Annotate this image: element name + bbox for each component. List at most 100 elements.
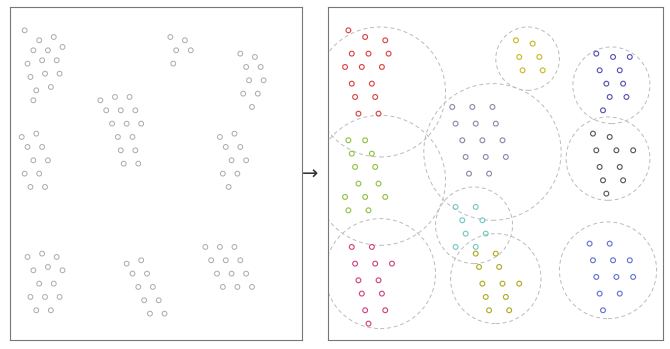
Point: [218, 171, 228, 177]
Point: [380, 38, 391, 43]
Point: [383, 51, 394, 57]
Point: [460, 231, 471, 236]
Point: [37, 144, 48, 150]
Point: [255, 64, 266, 70]
Point: [28, 97, 39, 103]
Point: [34, 171, 44, 177]
Point: [604, 134, 615, 140]
Point: [497, 281, 508, 287]
Point: [628, 274, 639, 280]
Point: [360, 34, 371, 40]
Point: [253, 91, 263, 96]
Point: [130, 107, 141, 113]
Point: [147, 284, 158, 290]
Point: [594, 291, 605, 296]
Point: [588, 258, 598, 263]
Point: [43, 157, 54, 163]
Point: [343, 138, 354, 143]
Point: [171, 47, 182, 53]
Point: [457, 138, 468, 143]
Point: [591, 51, 602, 57]
Point: [19, 28, 30, 33]
Point: [226, 157, 237, 163]
Point: [504, 307, 515, 313]
Point: [168, 61, 179, 66]
Point: [247, 284, 257, 290]
Point: [373, 181, 384, 186]
Point: [25, 184, 36, 190]
Point: [206, 258, 216, 263]
Point: [25, 74, 36, 80]
Point: [57, 267, 68, 273]
Point: [25, 294, 36, 300]
Point: [34, 38, 44, 43]
Point: [22, 61, 33, 66]
Point: [153, 297, 164, 303]
Point: [229, 244, 240, 250]
Point: [115, 148, 126, 153]
Point: [226, 271, 237, 276]
Point: [238, 91, 249, 96]
Point: [373, 111, 384, 117]
Point: [490, 251, 501, 257]
Point: [490, 121, 501, 126]
Point: [494, 264, 505, 270]
Point: [40, 184, 50, 190]
Point: [110, 94, 121, 100]
Point: [136, 121, 147, 126]
Point: [450, 121, 461, 126]
Point: [57, 44, 68, 50]
Point: [450, 244, 461, 250]
Point: [480, 294, 491, 300]
Point: [133, 284, 143, 290]
Point: [54, 71, 65, 76]
Point: [22, 254, 33, 260]
Point: [107, 121, 117, 126]
Point: [604, 241, 615, 246]
Point: [235, 51, 246, 57]
Point: [477, 138, 488, 143]
Point: [360, 194, 371, 200]
Point: [356, 64, 367, 70]
Point: [223, 184, 234, 190]
Point: [534, 54, 545, 60]
Point: [450, 204, 461, 210]
Point: [614, 164, 625, 170]
Point: [350, 261, 360, 266]
Point: [387, 261, 397, 266]
Point: [370, 164, 381, 170]
Point: [37, 58, 48, 63]
Point: [95, 97, 106, 103]
Point: [474, 264, 484, 270]
Point: [186, 47, 196, 53]
Point: [218, 284, 228, 290]
Point: [484, 307, 494, 313]
Point: [611, 148, 622, 153]
Point: [31, 307, 42, 313]
Point: [346, 81, 357, 87]
Point: [353, 181, 364, 186]
Point: [377, 291, 387, 296]
Point: [377, 64, 387, 70]
Point: [235, 144, 246, 150]
Point: [614, 291, 625, 296]
Point: [232, 284, 243, 290]
Point: [594, 67, 605, 73]
Point: [31, 131, 42, 136]
Point: [346, 244, 357, 250]
Point: [470, 244, 481, 250]
Point: [618, 81, 628, 87]
Point: [16, 134, 27, 140]
Point: [214, 244, 225, 250]
Point: [48, 281, 59, 287]
Point: [340, 194, 350, 200]
Point: [353, 111, 364, 117]
Point: [121, 121, 132, 126]
Point: [380, 307, 391, 313]
Point: [366, 151, 377, 156]
Point: [598, 178, 608, 183]
Text: →: →: [302, 165, 318, 184]
Point: [497, 138, 508, 143]
Point: [113, 134, 123, 140]
Point: [19, 171, 30, 177]
